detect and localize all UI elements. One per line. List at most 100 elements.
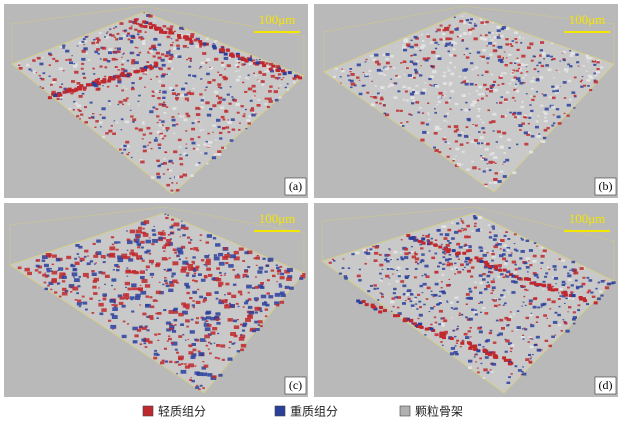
particle xyxy=(471,308,475,311)
particle xyxy=(435,55,440,58)
particle xyxy=(106,85,110,88)
particle xyxy=(419,74,423,77)
particle xyxy=(439,300,443,303)
particle xyxy=(132,52,135,54)
particle xyxy=(63,87,67,90)
particle xyxy=(252,111,255,114)
particle xyxy=(474,354,477,356)
particle xyxy=(130,270,134,274)
particle xyxy=(151,276,153,278)
particle xyxy=(209,66,211,68)
particle xyxy=(225,126,230,129)
particle xyxy=(111,34,115,37)
particle xyxy=(212,131,214,133)
particle xyxy=(136,22,140,25)
particle xyxy=(493,36,498,39)
particle xyxy=(375,101,378,104)
particle xyxy=(529,150,534,154)
particle xyxy=(567,272,570,274)
particle xyxy=(413,276,417,279)
particle xyxy=(502,268,507,272)
particle xyxy=(149,272,155,276)
particle xyxy=(414,257,420,261)
particle xyxy=(537,306,541,309)
particle xyxy=(143,342,147,345)
particle xyxy=(529,42,534,46)
particle xyxy=(506,247,511,250)
particle xyxy=(141,41,145,44)
particle xyxy=(155,51,160,55)
particle xyxy=(222,75,227,79)
particle xyxy=(246,250,253,255)
particle xyxy=(573,107,576,109)
particle xyxy=(551,335,555,338)
particle xyxy=(454,345,457,347)
particle xyxy=(247,78,250,80)
particle xyxy=(110,236,115,239)
particle xyxy=(499,267,501,269)
particle xyxy=(548,344,552,348)
particle xyxy=(429,84,432,86)
particle xyxy=(123,293,128,297)
particle xyxy=(224,272,227,274)
particle xyxy=(488,331,493,335)
particle xyxy=(338,272,342,275)
particle xyxy=(446,155,450,158)
particle xyxy=(437,229,441,231)
particle xyxy=(506,381,511,384)
particle xyxy=(200,152,202,154)
particle xyxy=(484,183,488,186)
particle xyxy=(173,150,178,154)
particle xyxy=(164,360,169,363)
particle xyxy=(551,105,556,109)
particle xyxy=(374,245,379,249)
particle xyxy=(200,78,203,80)
particle xyxy=(130,249,134,252)
particle xyxy=(159,30,163,34)
particle xyxy=(185,147,188,149)
particle xyxy=(170,55,174,58)
particle xyxy=(522,76,525,79)
particle xyxy=(106,60,111,63)
particle xyxy=(126,275,129,277)
particle xyxy=(595,287,598,290)
particle xyxy=(529,314,533,317)
particle xyxy=(212,327,218,331)
particle xyxy=(102,85,104,87)
particle xyxy=(483,368,488,372)
particle xyxy=(198,388,201,391)
particle xyxy=(505,57,508,59)
particle xyxy=(76,104,82,108)
particle xyxy=(471,27,475,30)
particle xyxy=(134,127,138,130)
particle xyxy=(384,53,387,56)
particle xyxy=(586,276,590,279)
particle xyxy=(453,54,457,57)
particle xyxy=(446,248,451,252)
particle xyxy=(485,20,489,24)
particle xyxy=(221,146,225,149)
particle xyxy=(454,42,458,45)
particle xyxy=(519,257,523,260)
particle xyxy=(152,91,155,93)
particle xyxy=(449,97,452,99)
particle xyxy=(165,321,171,325)
particle xyxy=(163,112,167,114)
particle xyxy=(538,78,542,81)
particle xyxy=(497,180,502,183)
particle xyxy=(156,353,160,356)
particle xyxy=(520,373,523,376)
particle xyxy=(563,97,567,99)
particle xyxy=(86,262,91,266)
particle xyxy=(546,266,550,269)
particle xyxy=(530,312,533,314)
particle xyxy=(64,290,69,293)
particle xyxy=(504,302,507,305)
particle xyxy=(516,143,519,146)
particle xyxy=(427,239,430,241)
particle xyxy=(276,281,278,283)
particle xyxy=(43,281,47,284)
particle xyxy=(266,279,270,282)
particle xyxy=(206,72,210,76)
particle xyxy=(415,101,420,104)
